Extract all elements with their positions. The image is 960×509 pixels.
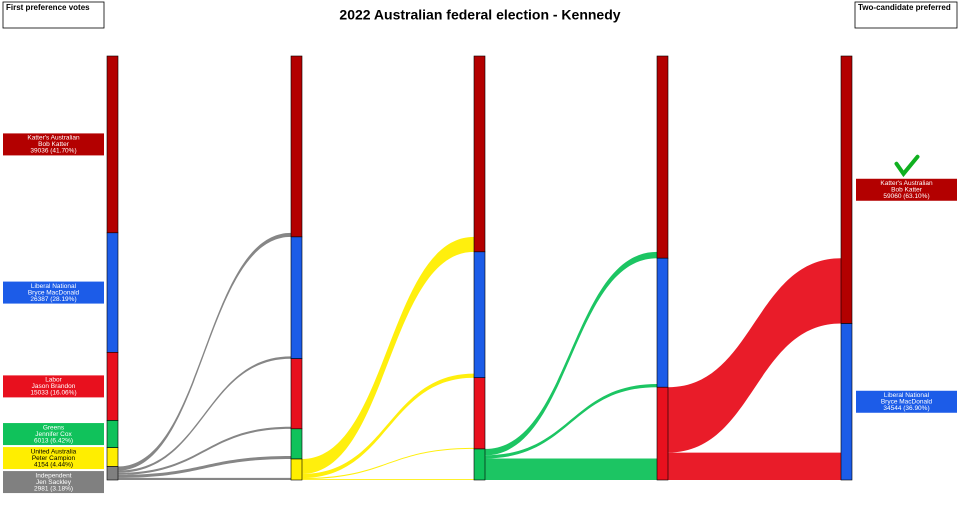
party-name: Katter's Australian [880,180,933,187]
candidate-name: Jen Sackley [36,479,72,486]
node [473,55,486,253]
node [290,358,303,430]
party-name: Liberal National [884,392,930,399]
value-label: 4154 (4.44%) [34,461,73,468]
flow [485,458,657,480]
flow [302,236,474,474]
party-name: Katter's Australian [27,135,80,142]
node [840,55,853,324]
node [473,377,486,450]
node [106,55,119,234]
flow [302,373,474,479]
candidate-name: Bryce MacDonald [881,398,933,405]
label-box [3,375,104,398]
party-name: Liberal National [31,283,77,290]
flow [118,456,291,478]
candidate-name: Jason Brandon [32,383,76,390]
candidate-name: Bob Katter [38,141,70,148]
chart-title: 2022 Australian federal election - Kenne… [339,7,620,23]
label-box [3,423,104,446]
node [106,232,119,353]
party-name: United Australia [31,448,77,455]
candidate-name: Bryce MacDonald [28,289,80,296]
label-box [3,281,104,304]
flow [485,384,657,459]
party-name: Independent [35,472,71,479]
candidate-name: Jennifer Cox [35,431,72,438]
node [106,447,119,467]
label-box [3,133,104,156]
node [106,352,119,421]
node [290,458,303,481]
candidate-name: Bob Katter [891,186,923,193]
label-box [3,447,104,470]
flow [118,232,291,471]
node [290,236,303,359]
node [106,466,119,481]
node [290,428,303,460]
party-name: Labor [45,377,62,384]
left-title-box [2,1,105,29]
winner-check [894,154,920,178]
value-label: 2981 (3.18%) [34,485,73,492]
flow [668,452,841,480]
label-box [3,471,104,494]
value-label: 26387 (28.19%) [30,296,76,303]
party-name: Greens [43,424,65,431]
label-box [856,390,957,413]
value-label: 39036 (41.70%) [30,148,76,155]
flow [118,356,291,473]
flow [118,426,291,475]
value-label: 15033 (16.06%) [30,390,76,397]
flow [302,479,474,480]
node [840,323,853,481]
flow [668,258,841,453]
label-box [856,178,957,201]
node [106,420,119,448]
node [656,386,669,481]
left-title: First preference votes [6,3,90,12]
value-label: 34544 (36.90%) [883,405,929,412]
flow [118,477,291,480]
node [656,55,669,259]
flow [485,251,657,456]
node [656,257,669,388]
right-title: Two-candidate preferred [858,3,951,12]
value-label: 59060 (63.10%) [883,193,929,200]
node [290,55,303,238]
flow [302,447,474,480]
nodes [106,55,853,481]
right-title-box [854,1,958,29]
flows [118,232,841,480]
value-label: 6013 (6.42%) [34,437,73,444]
candidate-name: Peter Campion [32,455,76,462]
node [473,251,486,379]
node [473,448,486,481]
